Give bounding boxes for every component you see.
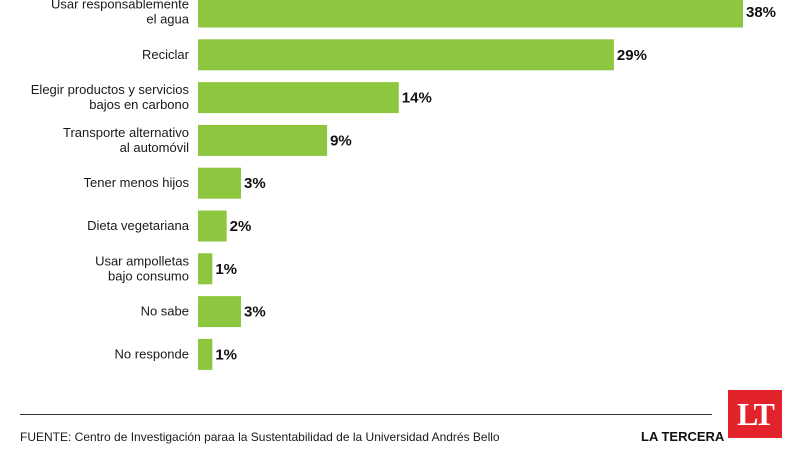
value-label-8: 1% <box>215 346 237 363</box>
category-label-line: bajo consumo <box>108 268 189 283</box>
category-label-line: Reciclar <box>142 47 190 62</box>
brand-logo: LT <box>728 390 782 438</box>
bar-8 <box>198 338 213 370</box>
source-note: FUENTE: Centro de Investigación paraa la… <box>20 430 500 444</box>
value-label-6: 1% <box>215 261 237 278</box>
category-label-line: al automóvil <box>120 140 189 155</box>
category-label-4: Tener menos hijos <box>84 175 190 190</box>
category-label-line: Elegir productos y servicios <box>31 82 190 97</box>
category-label-5: Dieta vegetariana <box>87 218 190 233</box>
value-label-0: 38% <box>746 4 776 21</box>
footer-divider <box>20 414 712 415</box>
category-label-line: bajos en carbono <box>89 97 189 112</box>
bar-2 <box>198 82 399 114</box>
value-label-5: 2% <box>230 218 252 235</box>
bar-3 <box>198 124 328 156</box>
brand-name: LA TERCERA <box>641 429 725 444</box>
value-label-1: 29% <box>617 47 647 64</box>
bar-0 <box>198 0 743 28</box>
category-label-6: Usar ampolletas bajo consumo <box>95 253 189 283</box>
category-label-1: Reciclar <box>142 47 190 62</box>
category-label-line: el agua <box>146 12 189 27</box>
category-label-line: No responde <box>115 346 189 361</box>
category-label-3: Transporte alternativo al automóvil <box>63 125 189 155</box>
value-label-4: 3% <box>244 175 266 192</box>
value-label-2: 14% <box>402 90 432 107</box>
category-label-line: Usar responsablemente <box>51 0 189 12</box>
category-label-7: No sabe <box>141 304 189 319</box>
bar-4 <box>198 167 242 199</box>
category-label-0: Usar responsablemente el agua <box>51 0 190 27</box>
category-label-line: Tener menos hijos <box>84 175 190 190</box>
category-label-line: No sabe <box>141 304 189 319</box>
category-label-line: Dieta vegetariana <box>87 218 190 233</box>
category-label-line: Usar ampolletas <box>95 253 189 268</box>
value-label-3: 9% <box>330 132 352 149</box>
bar-7 <box>198 296 242 328</box>
bar-6 <box>198 253 213 285</box>
category-label-line: Transporte alternativo <box>63 125 189 140</box>
category-label-8: No responde <box>115 346 189 361</box>
category-label-2: Elegir productos y servicios bajos en car… <box>31 82 190 112</box>
bar-1 <box>198 39 614 71</box>
value-label-7: 3% <box>244 304 266 321</box>
bar-5 <box>198 210 227 242</box>
bar-chart: 38% Usar responsablemente el agua 29% Recicl… <box>31 0 776 370</box>
